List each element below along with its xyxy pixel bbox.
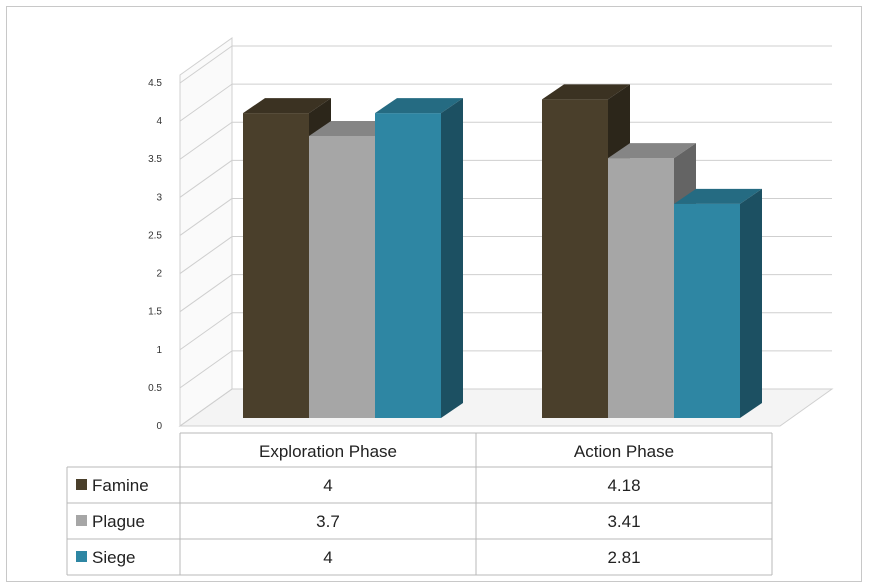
gridline-diagonal bbox=[179, 45, 233, 84]
y-tick-label: 0.5 bbox=[148, 383, 162, 394]
y-tick-label: 3 bbox=[156, 192, 162, 203]
y-tick-label: 4 bbox=[156, 116, 162, 127]
bar-front bbox=[674, 203, 740, 418]
table-cell-siege-0: 4 bbox=[323, 548, 332, 567]
bar-siege-1 bbox=[674, 188, 762, 418]
table-cell-siege-1: 2.81 bbox=[607, 548, 640, 567]
table-cell-plague-0: 3.7 bbox=[316, 512, 340, 531]
legend-label-plague: Plague bbox=[92, 512, 145, 531]
gridline-diagonal bbox=[179, 350, 233, 389]
y-tick-label: 4.5 bbox=[148, 78, 162, 89]
legend-label-siege: Siege bbox=[92, 548, 135, 567]
legend-swatch-famine bbox=[76, 479, 87, 490]
legend-swatch-plague bbox=[76, 515, 87, 526]
y-tick-label: 2.5 bbox=[148, 230, 162, 241]
y-tick-label: 1.5 bbox=[148, 307, 162, 318]
gridline-diagonal bbox=[179, 198, 233, 236]
bar-front bbox=[309, 135, 375, 418]
bar-top bbox=[674, 188, 762, 204]
gridline-diagonal bbox=[179, 388, 233, 427]
table-header-0: Exploration Phase bbox=[259, 442, 397, 461]
bar-siege-0 bbox=[375, 98, 463, 418]
bars bbox=[243, 84, 762, 419]
bar-front bbox=[608, 158, 674, 419]
y-tick-label: 0 bbox=[156, 421, 162, 432]
bar-front bbox=[375, 113, 441, 418]
table-header-1: Action Phase bbox=[574, 442, 674, 461]
table-cell-famine-0: 4 bbox=[323, 476, 332, 495]
bar-top bbox=[243, 98, 331, 114]
y-tick-label: 1 bbox=[156, 345, 162, 356]
bar-front bbox=[542, 99, 608, 418]
y-tick-label: 3.5 bbox=[148, 154, 162, 165]
table-cell-famine-1: 4.18 bbox=[607, 476, 640, 495]
bar-side bbox=[441, 98, 463, 418]
gridline-diagonal bbox=[179, 312, 233, 351]
bar-top bbox=[375, 98, 463, 114]
data-table: Exploration Phase Action Phase Famine 4 4.18… bbox=[66, 432, 773, 576]
chart-side-wall bbox=[179, 37, 233, 427]
gridline-diagonal bbox=[179, 159, 233, 198]
bar-top bbox=[542, 84, 630, 100]
legend-swatch-siege bbox=[76, 551, 87, 562]
gridline-diagonal bbox=[179, 236, 233, 274]
bar-side bbox=[740, 188, 762, 418]
table-cell-plague-1: 3.41 bbox=[607, 512, 640, 531]
gridline-diagonal bbox=[179, 121, 233, 160]
legend-label-famine: Famine bbox=[92, 476, 149, 495]
y-tick-label: 2 bbox=[156, 269, 162, 280]
gridline-diagonal bbox=[179, 83, 233, 122]
bar-front bbox=[243, 113, 309, 418]
gridline-diagonal bbox=[179, 274, 233, 313]
bar-top bbox=[608, 143, 696, 159]
y-axis-ticks: 0 0.5 1 1.5 2 2.5 3 3.5 4 4.5 bbox=[148, 78, 162, 432]
